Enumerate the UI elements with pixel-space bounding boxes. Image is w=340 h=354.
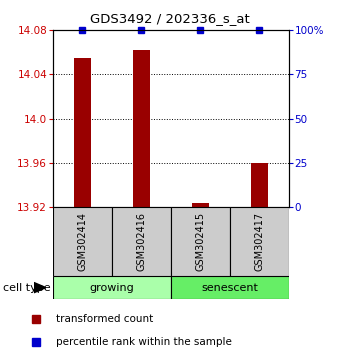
Text: transformed count: transformed count	[56, 314, 153, 324]
Polygon shape	[34, 282, 46, 293]
Bar	[251, 163, 268, 207]
Bar	[53, 276, 171, 299]
Bar	[53, 207, 112, 276]
Bar	[230, 207, 289, 276]
Text: cell type: cell type	[3, 282, 51, 293]
Bar	[74, 58, 90, 207]
Bar	[171, 207, 230, 276]
Text: percentile rank within the sample: percentile rank within the sample	[56, 337, 232, 347]
Bar	[133, 50, 150, 207]
Bar	[112, 207, 171, 276]
Text: GSM302415: GSM302415	[195, 212, 205, 271]
Text: GSM302417: GSM302417	[254, 212, 265, 271]
Text: senescent: senescent	[202, 282, 258, 293]
Text: growing: growing	[89, 282, 134, 293]
Text: GSM302416: GSM302416	[136, 212, 146, 271]
Bar	[171, 276, 289, 299]
Bar	[192, 202, 209, 207]
Text: GDS3492 / 202336_s_at: GDS3492 / 202336_s_at	[90, 12, 250, 25]
Text: GSM302414: GSM302414	[77, 212, 87, 271]
